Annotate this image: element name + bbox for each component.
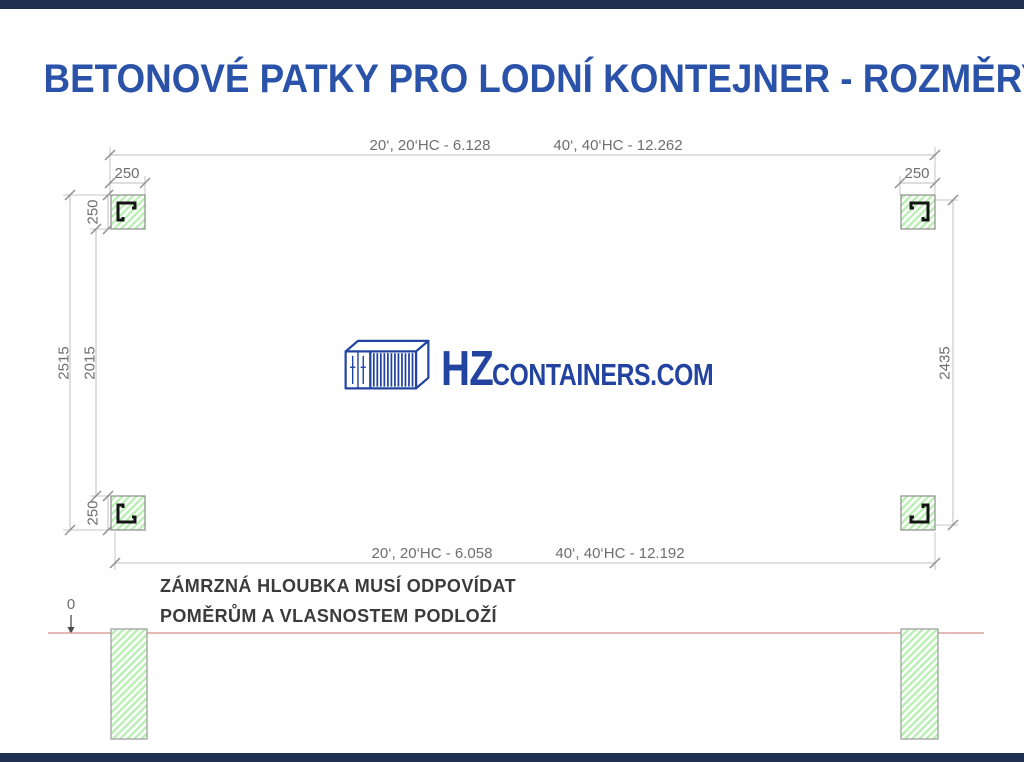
dim-label-2435: 2435 xyxy=(937,346,954,379)
footing-bottom-left xyxy=(110,495,146,531)
dim-label-2015: 2015 xyxy=(82,346,99,379)
plan-footings xyxy=(110,194,936,531)
note-line-1: ZÁMRZNÁ HLOUBKA MUSÍ ODPOVÍDAT xyxy=(160,576,516,596)
dim-label-bottom-40: 40‘, 40‘HC - 12.192 xyxy=(555,545,684,562)
shipping-container-icon xyxy=(344,339,430,390)
footing-bottom-right xyxy=(900,495,936,531)
note-line-2: POMĚRŮM A VLASNOSTEM PODLOŽÍ xyxy=(160,606,497,626)
zero-arrow-icon xyxy=(67,615,75,634)
dim-label-top-40: 40‘, 40‘HC - 12.262 xyxy=(553,137,682,154)
page-title: BETONOVÉ PATKY PRO LODNÍ KONTEJNER - ROZ… xyxy=(0,58,1024,100)
dim-label-top-20: 20‘, 20‘HC - 6.128 xyxy=(370,137,491,154)
buried-footing-right xyxy=(900,628,939,740)
buried-footing-left xyxy=(110,628,148,740)
footing-top-right xyxy=(900,194,936,230)
bottom-border-bar xyxy=(0,753,1024,762)
dim-label-250-left-top: 250 xyxy=(85,199,102,224)
dim-label-250-top-left: 250 xyxy=(114,165,139,182)
dim-label-250-top-right: 250 xyxy=(904,165,929,182)
logo-text-hz: HZ xyxy=(441,342,494,396)
dim-label-250-left-bottom: 250 xyxy=(85,500,102,525)
footing-top-left xyxy=(110,194,146,230)
logo-text-domain: CONTAINERS.COM xyxy=(492,357,714,392)
logo-text: HZCONTAINERS.COM xyxy=(441,345,769,394)
dim-label-bottom-20: 20‘, 20‘HC - 6.058 xyxy=(372,545,493,562)
top-border-bar xyxy=(0,0,1024,9)
dim-label-2515: 2515 xyxy=(56,346,73,379)
page-title-text: BETONOVÉ PATKY PRO LODNÍ KONTEJNER - ROZ… xyxy=(43,57,1024,101)
ground-zero-label: 0 xyxy=(67,596,75,613)
dimension-lines xyxy=(69,154,954,564)
extension-lines xyxy=(63,147,958,570)
hz-containers-logo: HZCONTAINERS.COM xyxy=(343,334,769,394)
